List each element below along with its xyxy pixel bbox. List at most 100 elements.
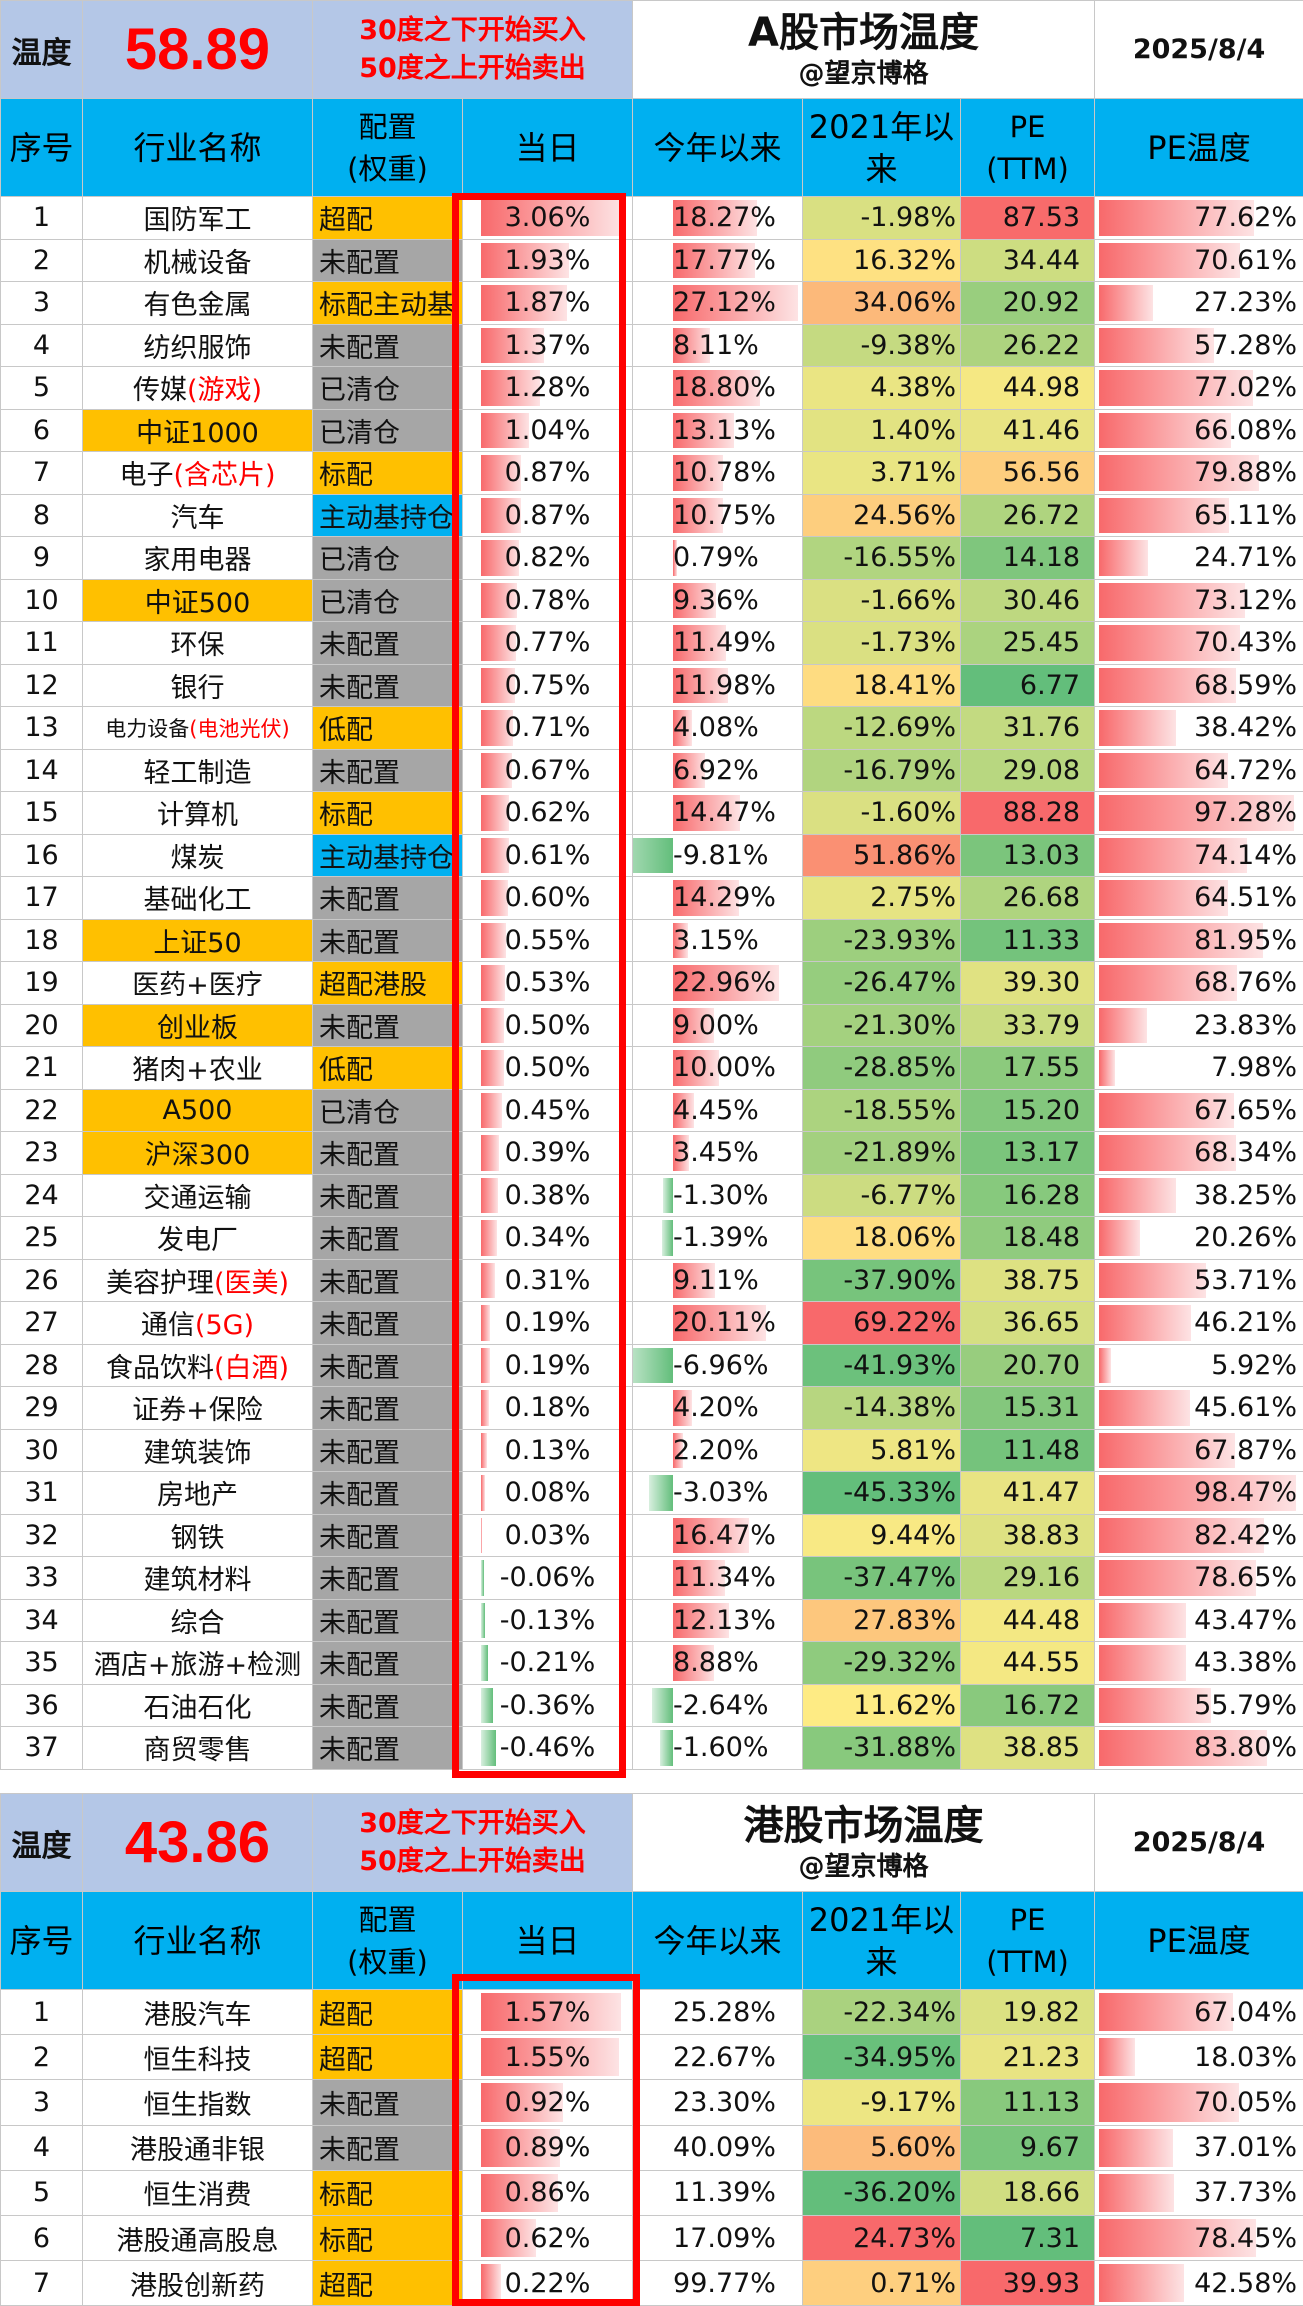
industry-name-text: 汽车 bbox=[170, 502, 225, 534]
a-share-col-header: PE温度 bbox=[1094, 98, 1303, 197]
pe-temperature: 7.98% bbox=[1094, 1046, 1303, 1090]
today-bar bbox=[481, 795, 509, 831]
ytd-bar bbox=[673, 1092, 695, 1128]
today-value: 0.22% bbox=[504, 2267, 591, 2299]
since-2021-change: -1.73% bbox=[802, 621, 962, 665]
industry-name-text: 基础化工 bbox=[143, 885, 252, 917]
row-number: 28 bbox=[0, 1343, 83, 1387]
row-number: 36 bbox=[0, 1683, 83, 1727]
today-value: 3.06% bbox=[504, 202, 591, 234]
today-change: 3.06% bbox=[461, 196, 634, 240]
table-row: 15 计算机 标配 0.62% 14.47% -1.60% 88.28 97.28% bbox=[0, 791, 1303, 835]
pe-temp-bar bbox=[1099, 2264, 1185, 2303]
since-2021-change: -14.38% bbox=[802, 1386, 962, 1430]
today-change: 0.19% bbox=[461, 1301, 634, 1345]
today-change: 1.37% bbox=[461, 323, 634, 367]
row-number: 5 bbox=[0, 2169, 83, 2216]
since-2021-change: 18.41% bbox=[802, 663, 962, 707]
today-change: 0.61% bbox=[461, 833, 634, 877]
today-change: -0.06% bbox=[461, 1556, 634, 1600]
ytd-change: 27.12% bbox=[632, 281, 804, 325]
since-2021-change: 51.86% bbox=[802, 833, 962, 877]
industry-name: 发电厂 bbox=[82, 1216, 313, 1260]
ytd-bar bbox=[673, 582, 717, 618]
industry-name-text: 恒生科技 bbox=[143, 2044, 252, 2076]
pe-temp-bar bbox=[1099, 412, 1232, 448]
pe-temp-bar bbox=[1099, 2128, 1174, 2167]
ytd-change: 20.11% bbox=[632, 1301, 804, 1345]
ytd-bar bbox=[673, 327, 711, 363]
today-bar bbox=[481, 1007, 504, 1043]
today-bar bbox=[481, 1135, 499, 1171]
today-value: -0.06% bbox=[499, 1562, 596, 1594]
hk-share-col-header: 当日 bbox=[461, 1891, 634, 1990]
a-share-rule-sell: 50度之上开始卖出 bbox=[359, 52, 586, 84]
pe-ttm: 33.79 bbox=[960, 1003, 1096, 1047]
pe-ttm: 15.20 bbox=[960, 1088, 1096, 1132]
pe-temp-value: 64.51% bbox=[1194, 882, 1298, 914]
today-value: 0.75% bbox=[504, 669, 591, 701]
table-row: 6 港股通高股息 标配 0.62% 17.09% 24.73% 7.31 78.45% bbox=[0, 2214, 1303, 2262]
hk-share-title-row: 温度 43.86 30度之下开始买入 50度之上开始卖出 港股市场温度 @望京博格 2025… bbox=[0, 1793, 1303, 1892]
table-row: 35 酒店+旅游+检测 未配置 -0.21% 8.88% -29.32% 44.55 43.3… bbox=[0, 1641, 1303, 1685]
ytd-value: 4.45% bbox=[673, 1094, 759, 1126]
ytd-bar bbox=[673, 540, 678, 576]
industry-name: 证券+保险 bbox=[82, 1386, 313, 1430]
today-change: 0.62% bbox=[461, 791, 634, 835]
row-number: 2 bbox=[0, 238, 83, 282]
allocation: 标配 bbox=[312, 791, 463, 835]
since-2021-change: -22.34% bbox=[802, 1988, 962, 2036]
today-bar bbox=[481, 200, 621, 236]
ytd-change: -1.39% bbox=[632, 1216, 804, 1260]
since-2021-change: 4.38% bbox=[802, 366, 962, 410]
table-row: 8 汽车 主动基持仓 0.87% 10.75% 24.56% 26.72 65.11% bbox=[0, 493, 1303, 537]
pe-temp-value: 55.79% bbox=[1194, 1689, 1298, 1721]
today-value: 0.53% bbox=[504, 967, 591, 999]
today-change: -0.13% bbox=[461, 1598, 634, 1642]
industry-name: 电力设备(电池光伏) bbox=[82, 706, 313, 750]
pe-temperature: 46.21% bbox=[1094, 1301, 1303, 1345]
table-row: 24 交通运输 未配置 0.38% -1.30% -6.77% 16.28 38.25% bbox=[0, 1173, 1303, 1217]
pe-temp-value: 7.98% bbox=[1211, 1052, 1298, 1084]
pe-ttm: 16.72 bbox=[960, 1683, 1096, 1727]
ytd-bar-negative bbox=[633, 837, 674, 873]
pe-temp-value: 42.58% bbox=[1194, 2267, 1298, 2299]
row-number: 13 bbox=[0, 706, 83, 750]
pe-temperature: 68.59% bbox=[1094, 663, 1303, 707]
ytd-value: 10.78% bbox=[673, 457, 776, 489]
pe-temp-bar bbox=[1099, 922, 1264, 958]
pe-temp-value: 98.47% bbox=[1194, 1477, 1298, 1509]
industry-name-text: 食品饮料 bbox=[105, 1352, 214, 1384]
allocation: 未配置 bbox=[312, 1343, 463, 1387]
table-row: 13 电力设备(电池光伏) 低配 0.71% 4.08% -12.69% 31.76 38.4… bbox=[0, 706, 1303, 750]
allocation: 主动基持仓 bbox=[312, 833, 463, 877]
pe-temperature: 65.11% bbox=[1094, 493, 1303, 537]
industry-name: A500 bbox=[82, 1088, 313, 1132]
today-bar bbox=[481, 582, 517, 618]
a-share-column-header-row: 序号 行业名称 配置 (权重) 当日 今年以来 2021年以来 PE (TTM) PE温度 bbox=[0, 98, 1303, 197]
hk-share-rules: 30度之下开始买入 50度之上开始卖出 bbox=[311, 1793, 634, 1892]
row-number: 37 bbox=[0, 1726, 83, 1770]
pe-temp-bar bbox=[1099, 242, 1241, 278]
pe-temp-value: 68.59% bbox=[1194, 669, 1298, 701]
a-share-market-title: A股市场温度 bbox=[748, 9, 980, 56]
allocation: 已清仓 bbox=[312, 578, 463, 622]
hk-share-col-header: 2021年以来 bbox=[802, 1891, 962, 1990]
pe-temp-bar bbox=[1099, 1220, 1141, 1256]
ytd-change: 14.47% bbox=[632, 791, 804, 835]
ytd-value: 17.77% bbox=[673, 244, 776, 276]
pe-temp-value: 67.65% bbox=[1194, 1094, 1298, 1126]
industry-name: 交通运输 bbox=[82, 1173, 313, 1217]
pe-ttm: 26.68 bbox=[960, 876, 1096, 920]
a-share-col-header: 序号 bbox=[0, 98, 83, 197]
industry-name: 美容护理(医美) bbox=[82, 1258, 313, 1302]
ytd-bar bbox=[673, 1645, 715, 1681]
pe-ttm: 13.03 bbox=[960, 833, 1096, 877]
allocation: 标配 bbox=[312, 2214, 463, 2262]
today-value: 0.13% bbox=[504, 1434, 591, 1466]
pe-temp-value: 82.42% bbox=[1194, 1519, 1298, 1551]
table-row: 3 恒生指数 未配置 0.92% 23.30% -9.17% 11.13 70.05% bbox=[0, 2079, 1303, 2126]
pe-ttm: 14.18 bbox=[960, 536, 1096, 580]
today-change: 0.71% bbox=[461, 706, 634, 750]
ytd-change: -3.03% bbox=[632, 1471, 804, 1515]
